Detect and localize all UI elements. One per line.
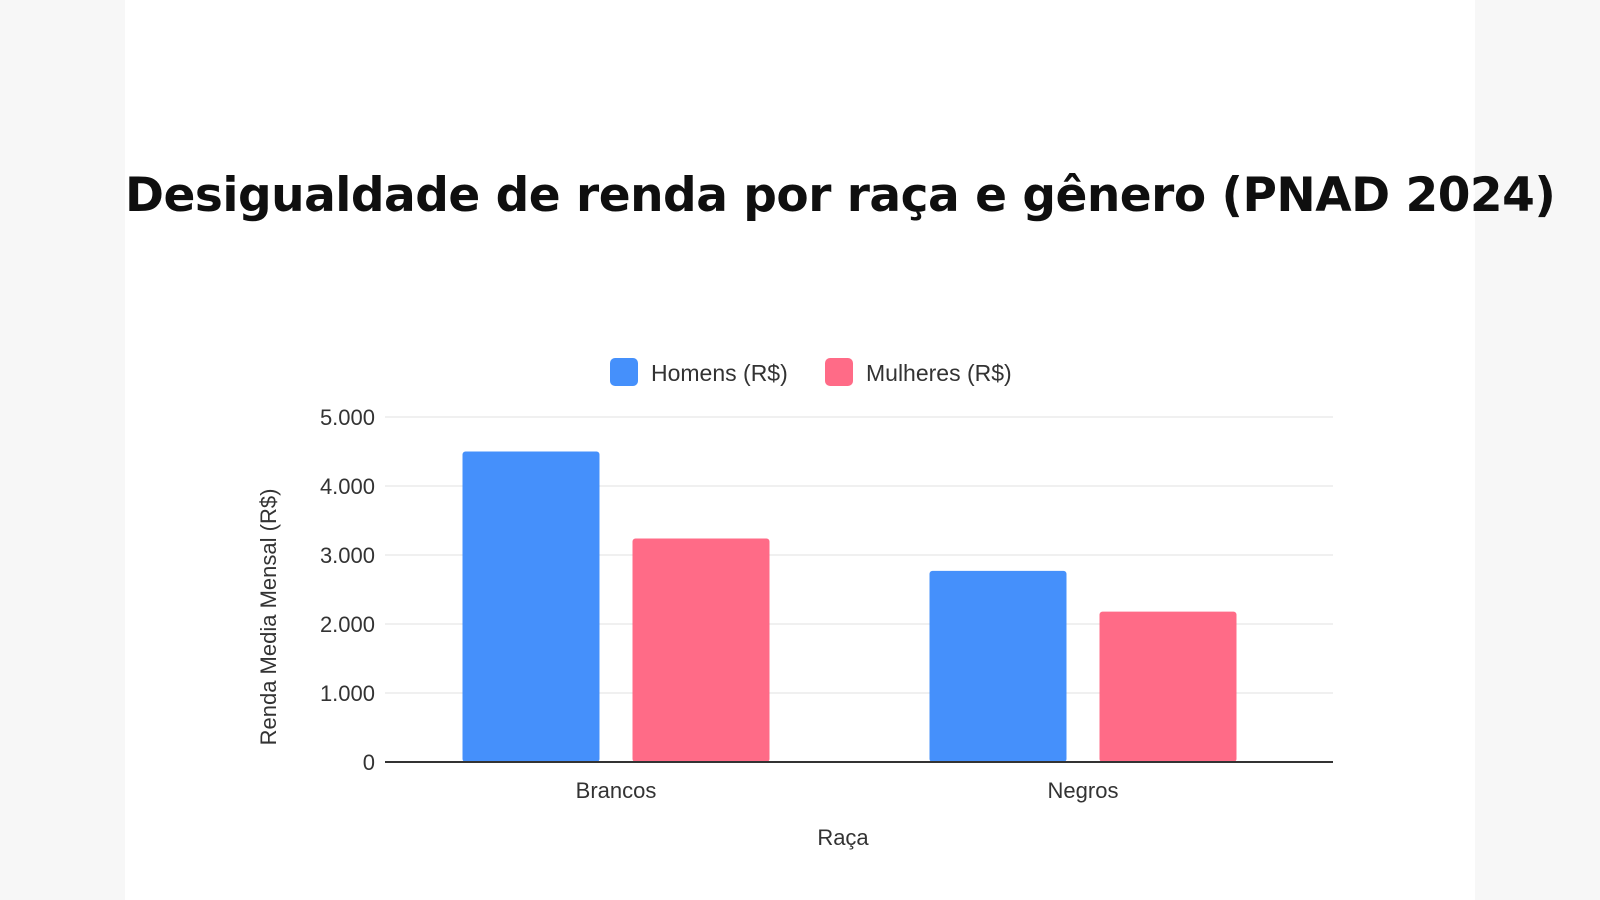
slide: Desigualdade de renda por raça e gênero … [125, 0, 1556, 900]
bar-mulheres [1099, 611, 1237, 762]
bar-homens [462, 451, 600, 762]
y-tick-label: 2.000 [320, 612, 375, 637]
x-tick-label: Brancos [576, 778, 657, 803]
y-tick-label: 0 [363, 750, 375, 775]
bar-homens [929, 570, 1067, 762]
axes: 0 1.000 2.000 3.000 4.000 5.000 Brancos Negros [320, 405, 1333, 803]
y-tick-label: 1.000 [320, 681, 375, 706]
x-axis-title: Raça [817, 825, 869, 850]
legend-label: Mulheres (R$) [866, 360, 1012, 386]
y-tick-label: 3.000 [320, 543, 375, 568]
legend: Homens (R$) Mulheres (R$) [610, 358, 1012, 386]
legend-swatch [610, 358, 638, 386]
legend-item-mulheres: Mulheres (R$) [825, 358, 1012, 386]
legend-swatch [825, 358, 853, 386]
legend-item-homens: Homens (R$) [610, 358, 788, 386]
bar-mulheres [632, 538, 770, 762]
y-axis-title: Renda Media Mensal (R$) [256, 489, 281, 746]
x-tick-label: Negros [1048, 778, 1119, 803]
bars [462, 451, 1237, 762]
chart-title: Desigualdade de renda por raça e gênero … [125, 168, 1556, 223]
y-tick-label: 5.000 [320, 405, 375, 430]
y-tick-label: 4.000 [320, 474, 375, 499]
legend-label: Homens (R$) [651, 360, 788, 386]
